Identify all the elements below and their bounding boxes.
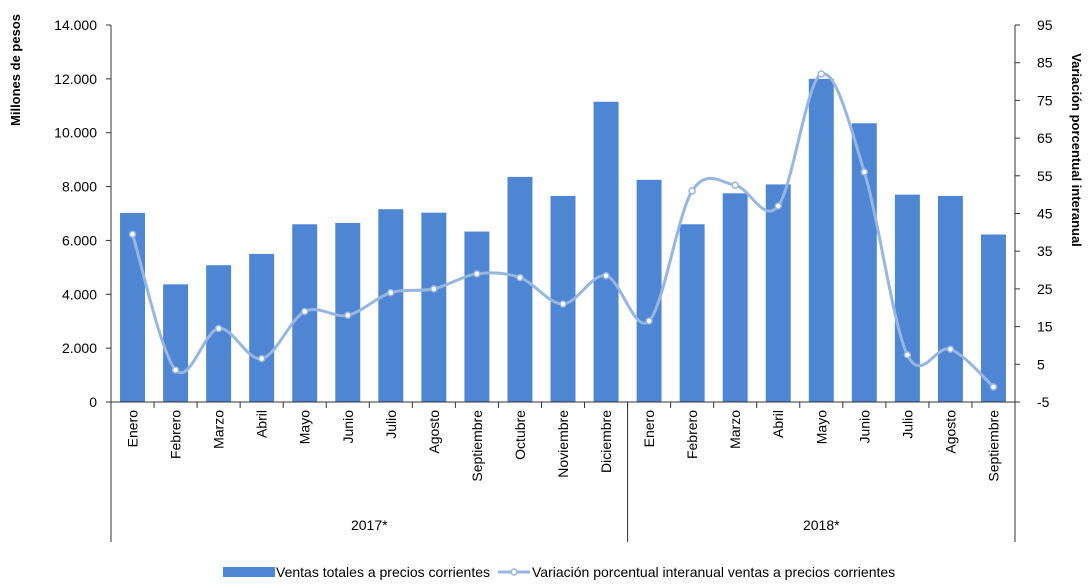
line-point (817, 70, 826, 78)
category-label: Abril (254, 410, 270, 438)
bar-series (120, 78, 1006, 403)
legend-line-marker (510, 568, 518, 576)
legend-bar-swatch (223, 567, 275, 577)
line-point (473, 270, 481, 278)
bar (679, 224, 705, 402)
bar (937, 195, 963, 402)
left-tick-label: 8.000 (62, 179, 97, 195)
bar (765, 184, 791, 402)
category-label: Junio (856, 410, 872, 444)
category-label: Febrero (684, 410, 700, 459)
line-point (645, 317, 653, 325)
bar (593, 101, 619, 402)
right-tick-label: 95 (1037, 17, 1053, 33)
line-point (387, 288, 395, 297)
right-tick-label: 65 (1037, 130, 1053, 146)
right-axis-ticks: -5 5 15 25 35 45 55 65 75 85 95 (1015, 17, 1053, 410)
line-point (903, 351, 912, 359)
line-point (300, 307, 309, 316)
bar (980, 234, 1006, 402)
left-tick-label: 10.000 (54, 125, 97, 141)
line-point (946, 345, 955, 353)
category-label: Abril (770, 410, 786, 438)
legend: Ventas totales a precios corrientes Vari… (223, 564, 895, 580)
legend-line-label: Variación porcentual interanual ventas a… (532, 564, 895, 580)
left-axis-title: Millones de pesos (8, 14, 23, 126)
left-tick-label: 6.000 (62, 232, 97, 248)
right-tick-label: 15 (1037, 319, 1053, 335)
category-label: Mayo (813, 410, 829, 444)
bar (894, 194, 920, 402)
bar (722, 193, 748, 402)
category-label: Diciembre (598, 410, 614, 473)
left-tick-label: 4.000 (62, 286, 97, 302)
category-label: Marzo (727, 410, 743, 449)
bar (636, 179, 662, 402)
line-point (774, 202, 782, 210)
line-point (430, 285, 438, 293)
category-label: Febrero (168, 410, 184, 459)
left-tick-label: 0 (89, 394, 97, 410)
line-point (602, 271, 610, 280)
line-point (731, 181, 739, 189)
line-point (257, 354, 266, 363)
right-tick-label: -5 (1037, 394, 1050, 410)
category-label: Julio (383, 410, 399, 439)
category-label: Julio (899, 410, 915, 439)
line-point (128, 230, 137, 238)
category-label: Septiembre (985, 410, 1001, 482)
right-tick-label: 5 (1037, 356, 1045, 372)
line-point (989, 383, 998, 391)
category-label: Marzo (211, 410, 227, 449)
left-axis-ticks: 0 2.000 4.000 6.000 8.000 10.000 12.000 14.000 (54, 17, 111, 410)
bar (464, 231, 490, 402)
bar (120, 212, 146, 402)
right-axis-title: Variación porcentual interanual (1069, 53, 1084, 247)
bar (808, 78, 834, 402)
category-labels: Enero Febrero Marzo Abril Mayo Junio Julio Agos… (110, 402, 1016, 482)
category-label: Mayo (297, 410, 313, 444)
bar (421, 212, 447, 402)
line-point (516, 273, 524, 282)
category-label: Enero (641, 410, 657, 448)
right-tick-label: 55 (1037, 168, 1053, 184)
bar (507, 176, 533, 402)
legend-bar-label: Ventas totales a precios corrientes (276, 564, 490, 580)
line-point (214, 324, 223, 333)
right-tick-label: 45 (1037, 206, 1053, 222)
category-label: Agosto (942, 410, 958, 454)
bar (249, 253, 275, 402)
bar (851, 123, 877, 403)
line-point (860, 168, 869, 176)
category-label: Enero (125, 410, 141, 448)
category-label: Septiembre (469, 410, 485, 482)
right-tick-label: 75 (1037, 92, 1053, 108)
line-point (344, 311, 352, 320)
right-tick-label: 85 (1037, 55, 1053, 71)
line-point (171, 366, 180, 374)
category-label: Octubre (512, 410, 528, 460)
right-tick-label: 25 (1037, 281, 1053, 297)
bar (163, 284, 189, 402)
line-point (688, 187, 696, 195)
line-series (128, 70, 998, 391)
category-label: Noviembre (555, 410, 571, 478)
left-tick-label: 2.000 (62, 340, 97, 356)
right-tick-label: 35 (1037, 243, 1053, 259)
bar (550, 195, 576, 402)
bar (378, 209, 404, 402)
group-label: 2017* (351, 517, 388, 533)
category-label: Agosto (426, 410, 442, 454)
group-labels: 2017* 2018* (110, 402, 1016, 542)
left-tick-label: 12.000 (54, 71, 97, 87)
left-tick-label: 14.000 (54, 17, 97, 33)
group-label: 2018* (803, 517, 840, 533)
line-point (559, 300, 567, 308)
category-label: Junio (340, 410, 356, 444)
